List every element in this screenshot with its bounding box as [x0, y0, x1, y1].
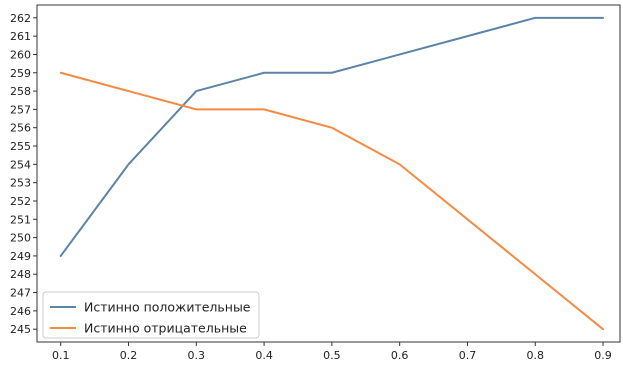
y-tick-label: 245 — [10, 323, 31, 336]
y-tick-label: 255 — [10, 140, 31, 153]
y-tick-label: 253 — [10, 177, 31, 190]
x-tick-label: 0.6 — [391, 349, 409, 362]
y-tick-label: 259 — [10, 67, 31, 80]
x-tick-label: 0.9 — [594, 349, 612, 362]
y-tick-label: 248 — [10, 268, 31, 281]
series-lines — [59, 16, 605, 331]
y-tick-label: 261 — [10, 30, 31, 43]
y-tick-label: 254 — [10, 158, 31, 171]
x-tick-label: 0.4 — [255, 349, 273, 362]
y-tick-label: 256 — [10, 122, 31, 135]
x-tick-label: 0.5 — [323, 349, 341, 362]
x-tick-label: 0.1 — [52, 349, 70, 362]
legend: Истинно положительные Истинно отрицательн… — [42, 291, 260, 339]
y-tick-label: 258 — [10, 85, 31, 98]
legend-box — [42, 291, 260, 339]
x-axis: 0.1 0.2 0.3 0.4 0.5 0.6 0.7 0.8 0.9 — [52, 342, 612, 362]
y-tick-label: 257 — [10, 103, 31, 116]
y-tick-label: 246 — [10, 305, 31, 318]
y-tick-label: 250 — [10, 232, 31, 245]
y-axis: 245 246 247 248 249 250 251 252 253 254 255 256 257 2… — [10, 12, 37, 336]
legend-label-1: Истинно положительные — [84, 300, 251, 315]
series-line-1 — [59, 16, 605, 257]
x-tick-label: 0.8 — [527, 349, 545, 362]
y-tick-label: 252 — [10, 195, 31, 208]
y-tick-label: 262 — [10, 12, 31, 25]
series-line-2 — [59, 71, 605, 331]
legend-label-2: Истинно отрицательные — [84, 321, 247, 336]
y-tick-label: 249 — [10, 250, 31, 263]
plot-frame — [36, 4, 621, 343]
y-tick-label: 247 — [10, 287, 31, 300]
x-tick-label: 0.3 — [188, 349, 206, 362]
x-tick-label: 0.2 — [120, 349, 138, 362]
x-tick-label: 0.7 — [459, 349, 477, 362]
y-tick-label: 251 — [10, 213, 31, 226]
y-tick-label: 260 — [10, 48, 31, 61]
